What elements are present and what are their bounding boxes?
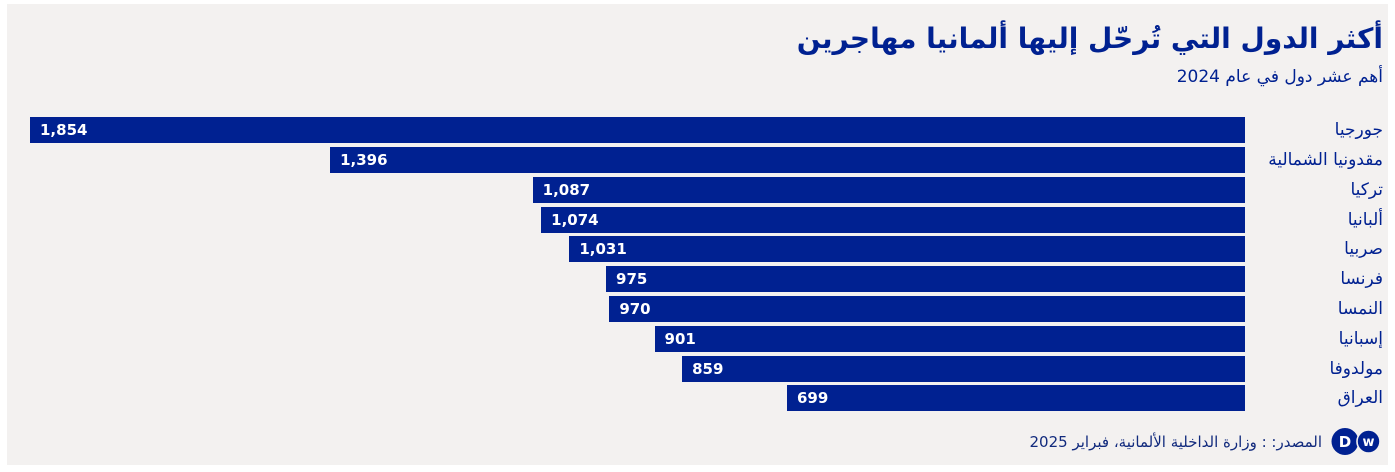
category-label: صربيا xyxy=(1344,239,1383,260)
category-label: جورجيا xyxy=(1334,120,1383,141)
bar-track: 1,087 xyxy=(30,176,1245,203)
bar-value-label: 1,031 xyxy=(579,240,627,259)
bar-value-label: 975 xyxy=(616,270,648,289)
category-label: العراق xyxy=(1337,388,1383,409)
bar-row: تركيا 1,087 xyxy=(30,176,1383,203)
bar: 1,031 xyxy=(569,236,1245,263)
bar-value-label: 1,087 xyxy=(542,180,591,199)
bar-track: 1,074 xyxy=(30,206,1245,233)
category-label: فرنسا xyxy=(1340,269,1383,290)
bar-row: العراق 699 xyxy=(30,385,1383,412)
bar-track: 975 xyxy=(30,266,1245,293)
chart-title: أكثر الدول التي تُرحّل إليها ألمانيا مها… xyxy=(796,22,1383,55)
bar: 901 xyxy=(654,325,1245,352)
bar-row: إسبانيا 901 xyxy=(30,325,1383,352)
bar: 1,396 xyxy=(330,146,1245,173)
source-text: المصدر: : وزارة الداخلية الألمانية، فبرا… xyxy=(1029,432,1323,451)
chart-subtitle: أهم عشر دول في عام 2024 xyxy=(1176,67,1383,88)
bar-row: جورجيا 1,854 xyxy=(30,117,1383,144)
bar-row: النمسا 970 xyxy=(30,295,1383,322)
bar: 975 xyxy=(606,266,1245,293)
category-label: إسبانيا xyxy=(1338,328,1383,349)
category-label: مولدوفا xyxy=(1329,358,1383,379)
category-label: ألبانيا xyxy=(1347,209,1383,230)
bar-row: مولدوفا 859 xyxy=(30,355,1383,382)
chart-card: أكثر الدول التي تُرحّل إليها ألمانيا مها… xyxy=(7,4,1388,465)
bar: 699 xyxy=(786,385,1245,412)
bar-track: 901 xyxy=(30,325,1245,352)
bar-row: مقدونيا الشمالية 1,396 xyxy=(30,146,1383,173)
category-label: تركيا xyxy=(1350,179,1383,200)
bar-value-label: 970 xyxy=(619,299,651,318)
bar-value-label: 859 xyxy=(692,359,724,378)
bar: 1,854 xyxy=(30,117,1245,144)
bar-track: 970 xyxy=(30,295,1245,322)
dw-logo-letter-w: w xyxy=(1362,435,1374,450)
source-row: D w المصدر: : وزارة الداخلية الألمانية، … xyxy=(1030,427,1384,456)
bar-row: ألبانيا 1,074 xyxy=(30,206,1383,233)
bar-track: 1,396 xyxy=(30,146,1245,173)
bar-chart: جورجيا 1,854 مقدونيا الشمالية 1,396 تركيا 1,0… xyxy=(12,117,1383,412)
bar-value-label: 699 xyxy=(796,389,829,408)
bar-value-label: 901 xyxy=(664,329,696,348)
category-label: مقدونيا الشمالية xyxy=(1268,149,1383,170)
bar-value-label: 1,074 xyxy=(551,210,599,229)
bar-track: 1,031 xyxy=(30,236,1245,263)
bar: 1,087 xyxy=(532,176,1245,203)
bar: 1,074 xyxy=(541,206,1245,233)
bar-value-label: 1,854 xyxy=(40,121,88,140)
bar: 859 xyxy=(682,355,1245,382)
bar-row: صربيا 1,031 xyxy=(30,236,1383,263)
bar-row: فرنسا 975 xyxy=(30,266,1383,293)
bar-track: 859 xyxy=(30,355,1245,382)
category-label: النمسا xyxy=(1337,298,1383,319)
dw-logo-letter-d: D xyxy=(1339,433,1351,451)
dw-logo-icon: D w xyxy=(1331,427,1383,456)
bar-track: 699 xyxy=(30,385,1245,412)
bar-track: 1,854 xyxy=(30,117,1245,144)
bar: 970 xyxy=(609,295,1245,322)
bar-value-label: 1,396 xyxy=(340,150,388,169)
